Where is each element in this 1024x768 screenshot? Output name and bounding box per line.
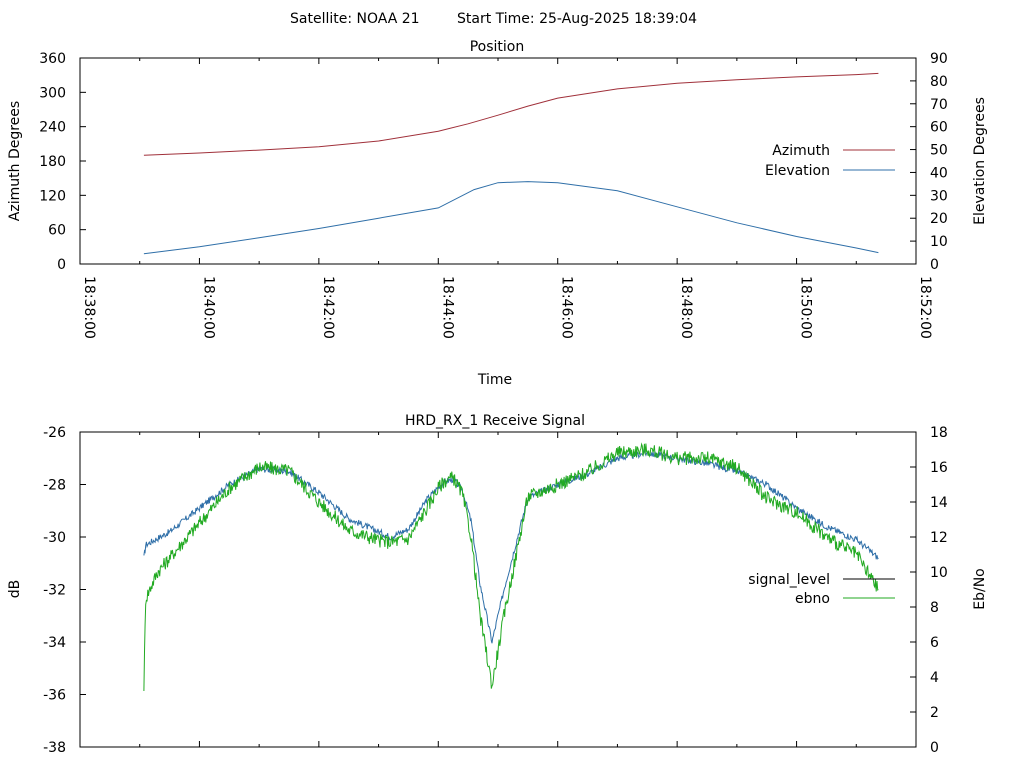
y2-tick-label: 60 (930, 120, 948, 136)
y2-tick-label: 6 (930, 635, 939, 651)
satellite-label: Satellite: NOAA 21 (290, 11, 420, 27)
y-tick-label: 0 (57, 257, 66, 273)
x-tick-label: 18:52:00 (917, 276, 933, 339)
legend-label-elevation: Elevation (765, 163, 830, 179)
legend-label-azimuth: Azimuth (772, 143, 830, 159)
signal-chart-title: HRD_RX_1 Receive Signal (405, 413, 585, 429)
y2-tick-label: 14 (930, 495, 948, 511)
y-tick-label: -26 (43, 425, 66, 441)
position-x-ticks: 18:38:00 18:40:00 18:42:00 18:44:00 18:46:00… (79, 58, 933, 339)
y2-tick-label: 20 (930, 211, 948, 227)
position-y2-axis-label: Elevation Degrees (972, 97, 988, 225)
signal-y2-ticks: 0 2 4 6 8 10 12 14 16 18 (910, 425, 948, 756)
y-tick-label: 60 (48, 223, 66, 239)
y-tick-label: 180 (39, 154, 66, 170)
y-tick-label: -28 (43, 478, 66, 494)
y2-tick-label: 2 (930, 705, 939, 721)
y2-tick-label: 10 (930, 234, 948, 250)
x-tick-label: 18:46:00 (559, 276, 575, 339)
signal-y-axis-label: dB (7, 580, 23, 599)
x-tick-label: 18:42:00 (320, 276, 336, 339)
x-tick-label: 18:40:00 (200, 276, 216, 339)
azimuth-line (143, 72, 879, 156)
position-x-axis-label: Time (477, 372, 512, 388)
position-y2-ticks: 0 10 20 30 40 50 60 70 80 90 (910, 51, 948, 273)
y-tick-label: -30 (43, 530, 66, 546)
position-chart-title: Position (470, 39, 525, 55)
signal-plot-frame (79, 431, 917, 748)
x-tick-label: 18:50:00 (798, 276, 814, 339)
y2-tick-label: 4 (930, 670, 939, 686)
y-tick-label: -36 (43, 688, 66, 704)
position-chart: Position 18:38:00 18:40:00 18:42:00 18:44:0… (7, 39, 988, 388)
y-tick-label: -34 (43, 635, 66, 651)
y-tick-label: -32 (43, 583, 66, 599)
y-tick-label: -38 (43, 740, 66, 756)
y2-tick-label: 16 (930, 460, 948, 476)
signal-level-line (143, 448, 879, 644)
signal-chart: HRD_RX_1 Receive Signal -38-36-34-32-30-… (7, 413, 988, 756)
legend-label-ebno: ebno (795, 591, 830, 607)
y-tick-label: 240 (39, 120, 66, 136)
y2-tick-label: 30 (930, 188, 948, 204)
y2-tick-label: 90 (930, 51, 948, 67)
signal-y2-axis-label: Eb/No (972, 568, 988, 610)
x-tick-label: 18:48:00 (678, 276, 694, 339)
y-tick-label: 360 (39, 51, 66, 67)
x-tick-label: 18:44:00 (439, 276, 455, 339)
position-y-axis-label: Azimuth Degrees (7, 101, 23, 221)
y2-tick-label: 10 (930, 565, 948, 581)
y-tick-label: 120 (39, 188, 66, 204)
y2-tick-label: 50 (930, 143, 948, 159)
start-time-label: Start Time: 25-Aug-2025 18:39:04 (457, 11, 697, 27)
x-tick-label: 18:38:00 (81, 276, 97, 339)
y2-tick-label: 40 (930, 165, 948, 181)
position-plot-frame (79, 57, 917, 265)
y2-tick-label: 70 (930, 97, 948, 113)
elevation-line (143, 181, 879, 255)
y2-tick-label: 8 (930, 600, 939, 616)
y2-tick-label: 80 (930, 74, 948, 90)
signal-y-ticks: -38 -36 -34 -32 -30 -28 -26 (43, 425, 86, 756)
y2-tick-label: 12 (930, 530, 948, 546)
y-tick-label: 300 (39, 85, 66, 101)
legend-label-signal-level: signal_level (748, 572, 830, 588)
signal-x-ticks (79, 432, 917, 747)
position-y-ticks: 0 60 120 180 240 300 360 (39, 51, 86, 273)
y2-tick-label: 0 (930, 257, 939, 273)
y2-tick-label: 0 (930, 740, 939, 756)
ebno-line (143, 442, 879, 692)
y2-tick-label: 18 (930, 425, 948, 441)
